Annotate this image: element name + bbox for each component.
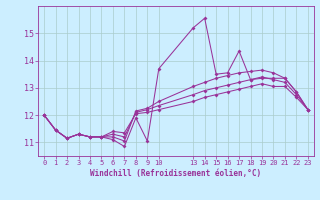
X-axis label: Windchill (Refroidissement éolien,°C): Windchill (Refroidissement éolien,°C) — [91, 169, 261, 178]
